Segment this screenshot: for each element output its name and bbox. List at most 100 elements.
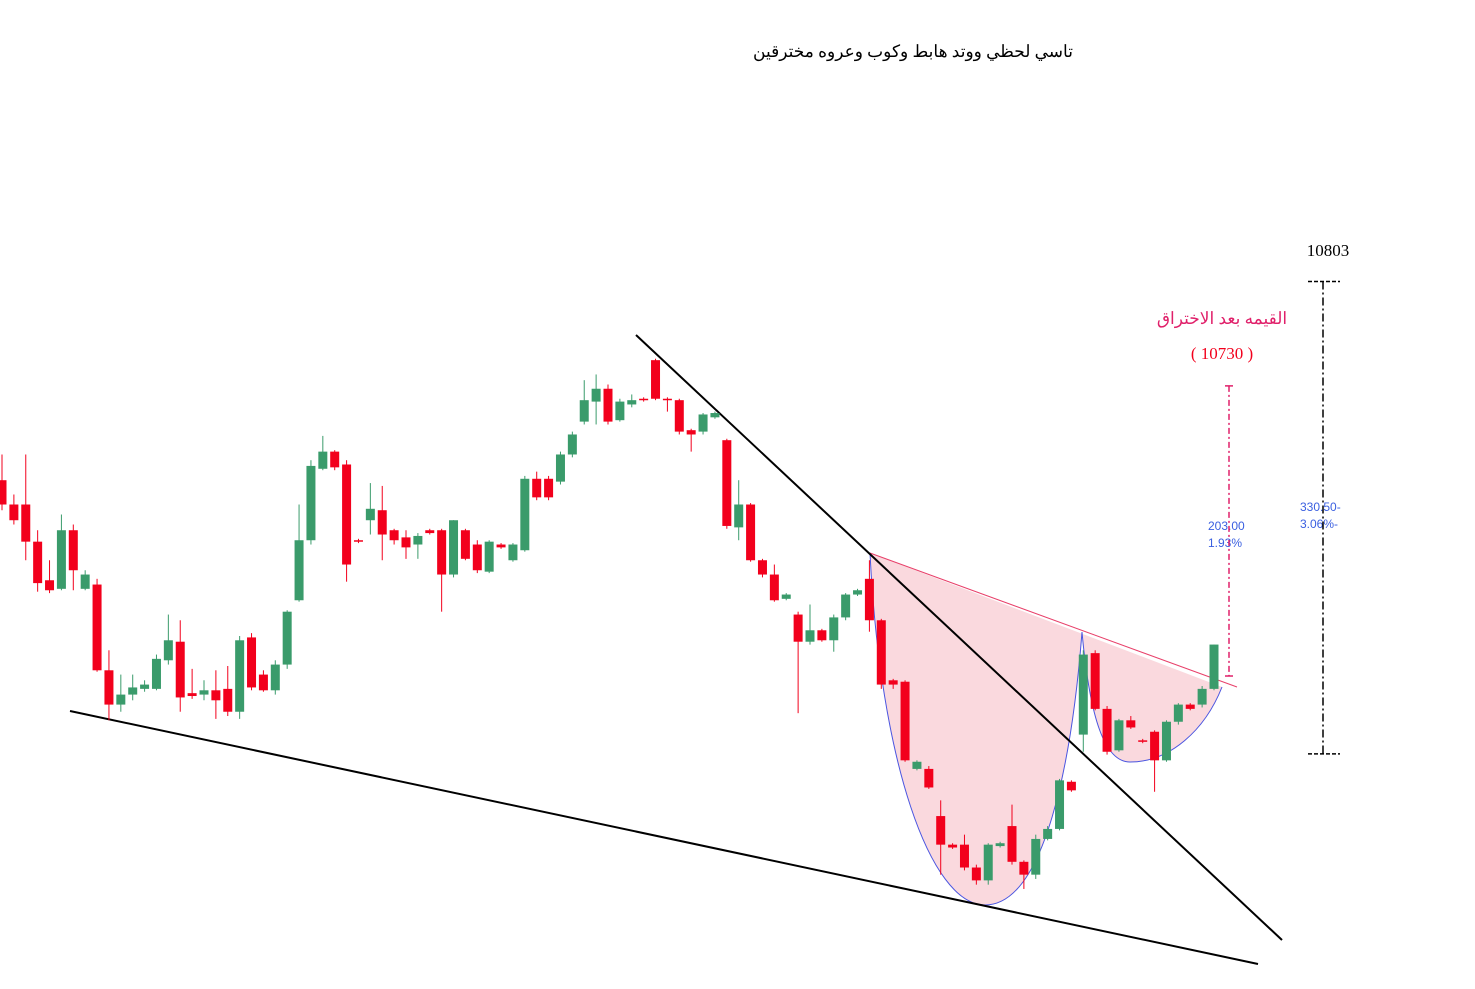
candle-body bbox=[484, 541, 494, 572]
candle-body bbox=[544, 478, 554, 498]
target-title: القيمه بعد الاختراق bbox=[1157, 309, 1287, 329]
candle-body bbox=[270, 664, 280, 691]
candle-body bbox=[1019, 861, 1029, 875]
candle-body bbox=[722, 440, 732, 526]
candle-body bbox=[853, 590, 863, 595]
candle-body bbox=[104, 670, 114, 705]
candle-body bbox=[1150, 731, 1160, 761]
candle-body bbox=[318, 451, 328, 469]
candle-body bbox=[567, 434, 577, 455]
measure-level: 10803 bbox=[1307, 241, 1350, 260]
candle-body bbox=[151, 658, 161, 689]
candle-body bbox=[520, 478, 530, 551]
candle-body bbox=[282, 611, 292, 665]
candle-body bbox=[781, 594, 791, 599]
candle-body bbox=[1126, 720, 1136, 728]
candle-body bbox=[793, 614, 803, 642]
candle-body bbox=[555, 454, 565, 482]
candle-body bbox=[21, 504, 31, 542]
candle-body bbox=[841, 594, 851, 618]
candle-body bbox=[864, 578, 874, 621]
candle-body bbox=[936, 816, 946, 845]
candle-body bbox=[1090, 653, 1100, 709]
wedge-lower bbox=[69, 710, 1259, 965]
candle-body bbox=[472, 544, 482, 571]
candle-body bbox=[342, 464, 352, 565]
candle-body bbox=[900, 681, 910, 761]
candle-body bbox=[425, 530, 435, 534]
candle-body bbox=[1114, 720, 1124, 751]
candle-body bbox=[80, 574, 90, 589]
candle-body bbox=[532, 478, 542, 498]
cup-curve bbox=[869, 552, 1223, 906]
candle-body bbox=[140, 684, 150, 689]
candle-body bbox=[627, 400, 637, 405]
candle-body bbox=[9, 504, 19, 521]
candle-body bbox=[674, 400, 684, 432]
candle-body bbox=[1007, 826, 1017, 862]
candle-body bbox=[116, 694, 126, 705]
candle-body bbox=[247, 637, 257, 688]
candle-body bbox=[662, 398, 672, 401]
measure-change: 330.50- bbox=[1300, 500, 1341, 514]
candle-body bbox=[1031, 838, 1041, 875]
candle-body bbox=[1161, 721, 1171, 761]
candle-body bbox=[591, 388, 601, 402]
candle-body bbox=[888, 680, 898, 685]
candle-body bbox=[746, 504, 756, 561]
annotations bbox=[69, 334, 1283, 965]
candle-body bbox=[437, 530, 447, 575]
candle-body bbox=[1078, 654, 1088, 735]
candle-body bbox=[294, 540, 304, 601]
candle-body bbox=[460, 530, 470, 559]
candle-body bbox=[698, 414, 708, 432]
candle-body bbox=[235, 640, 245, 712]
candle-body bbox=[1173, 704, 1183, 722]
candle-body bbox=[258, 674, 268, 691]
candle-body bbox=[734, 504, 744, 528]
candle-body bbox=[45, 580, 55, 591]
candle-body bbox=[1043, 828, 1053, 839]
target-percent: 1.93% bbox=[1208, 536, 1242, 550]
candle-body bbox=[579, 400, 589, 422]
candle-body bbox=[56, 530, 66, 589]
candle-body bbox=[971, 867, 981, 881]
target-label: ( 10730 ) bbox=[1191, 344, 1253, 363]
measure-percent: 3.06%- bbox=[1300, 517, 1338, 531]
candle-body bbox=[401, 537, 411, 548]
candle-body bbox=[651, 360, 661, 399]
candle-body bbox=[959, 844, 969, 868]
candle-body bbox=[603, 388, 613, 422]
candle-body bbox=[508, 544, 518, 561]
candle-body bbox=[1185, 704, 1195, 709]
candle-body bbox=[330, 451, 340, 468]
cup-fill bbox=[870, 553, 1222, 905]
candle-body bbox=[68, 530, 78, 571]
candle-body bbox=[0, 480, 7, 505]
candle-body bbox=[199, 690, 209, 695]
candle-body bbox=[128, 687, 138, 695]
candle-body bbox=[365, 508, 375, 521]
candle-body bbox=[829, 617, 839, 641]
candle-body bbox=[983, 844, 993, 881]
candle-body bbox=[1209, 644, 1219, 689]
candle-body bbox=[757, 560, 767, 575]
candle-body bbox=[389, 530, 399, 541]
candle-body bbox=[805, 630, 815, 642]
candle-body bbox=[163, 640, 173, 661]
candle-body bbox=[449, 520, 459, 575]
candle-body bbox=[33, 541, 43, 584]
candle-body bbox=[377, 510, 387, 535]
candle-body bbox=[995, 843, 1005, 847]
candle-body bbox=[1138, 740, 1148, 742]
candle-body bbox=[353, 540, 363, 542]
candle-body bbox=[1197, 688, 1207, 705]
candle-body bbox=[769, 574, 779, 601]
candle-body bbox=[686, 430, 696, 435]
candle-body bbox=[1066, 781, 1076, 791]
candle-body bbox=[92, 584, 102, 671]
candle-body bbox=[615, 401, 625, 421]
candle-body bbox=[306, 465, 316, 541]
candle-body bbox=[639, 398, 649, 401]
